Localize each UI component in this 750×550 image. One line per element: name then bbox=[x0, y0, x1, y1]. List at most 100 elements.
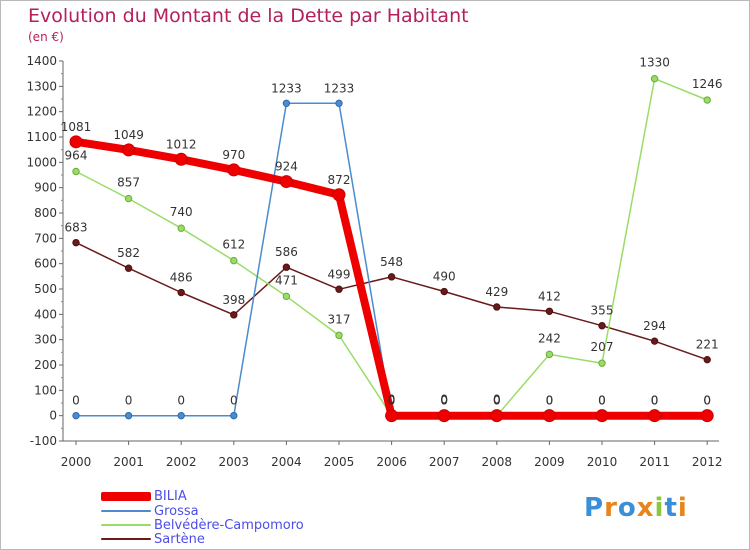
data-label-bilia: 1012 bbox=[166, 137, 197, 151]
data-label-grossa: 1233 bbox=[271, 81, 302, 95]
data-point-sartene bbox=[650, 337, 659, 345]
data-label-grossa: 0 bbox=[388, 394, 396, 408]
data-point-belvedere-campomoro bbox=[177, 224, 185, 232]
logo-letter: t bbox=[664, 493, 678, 523]
y-tick-label: 200 bbox=[34, 358, 57, 372]
x-tick-label: 2005 bbox=[324, 455, 355, 469]
data-label-grossa: 0 bbox=[546, 394, 554, 408]
data-label-belvedere-campomoro: 1330 bbox=[639, 56, 670, 70]
data-point-belvedere-campomoro bbox=[545, 350, 554, 359]
y-tick-label: 900 bbox=[34, 181, 57, 195]
y-tick-label: 700 bbox=[34, 231, 57, 245]
data-point-bilia bbox=[490, 409, 504, 423]
data-label-belvedere-campomoro: 0 bbox=[440, 393, 448, 407]
legend-item-bilia: BILIA bbox=[101, 489, 187, 504]
x-tick-label: 2007 bbox=[429, 455, 460, 469]
data-point-sartene bbox=[177, 288, 185, 297]
x-tick-label: 2009 bbox=[534, 455, 565, 469]
logo-letter: o bbox=[617, 493, 637, 523]
data-label-grossa: 0 bbox=[651, 394, 659, 408]
data-label-sartene: 294 bbox=[643, 319, 666, 333]
y-tick-label: 0 bbox=[49, 409, 57, 423]
data-label-sartene: 412 bbox=[538, 289, 561, 303]
data-label-grossa: 0 bbox=[177, 394, 185, 408]
data-label-belvedere-campomoro: 0 bbox=[388, 393, 396, 407]
data-label-sartene: 582 bbox=[117, 246, 140, 260]
y-tick-label: 800 bbox=[34, 206, 57, 220]
data-point-belvedere-campomoro bbox=[703, 96, 711, 104]
data-point-belvedere-campomoro bbox=[124, 194, 133, 203]
data-label-bilia: 0 bbox=[651, 394, 659, 408]
data-label-bilia: 1049 bbox=[113, 128, 144, 142]
data-point-sartene bbox=[230, 311, 238, 319]
legend-item-belvedere-campomoro: Belvédère-Campomoro bbox=[101, 517, 304, 533]
series-line-belvedere-campomoro bbox=[75, 77, 708, 417]
legend-swatch-bilia bbox=[101, 491, 151, 501]
data-point-grossa bbox=[177, 411, 185, 420]
x-tick-label: 2006 bbox=[376, 455, 407, 469]
legend-label-sartene: Sartène bbox=[154, 531, 205, 547]
data-label-bilia: 0 bbox=[546, 394, 554, 408]
data-point-bilia bbox=[122, 143, 136, 157]
data-label-sartene: 490 bbox=[433, 270, 456, 284]
data-point-belvedere-campomoro bbox=[282, 292, 291, 301]
data-label-bilia: 0 bbox=[493, 394, 501, 408]
data-label-sartene: 499 bbox=[328, 267, 351, 281]
y-tick-label: 1000 bbox=[26, 155, 57, 169]
x-tick-label: 2004 bbox=[271, 455, 302, 469]
logo-letter: P bbox=[584, 493, 605, 523]
chart-title: Evolution du Montant de la Dette par Hab… bbox=[28, 5, 469, 27]
x-tick-label: 2012 bbox=[692, 455, 723, 469]
data-point-sartene bbox=[335, 285, 343, 293]
data-point-grossa bbox=[72, 411, 80, 420]
data-label-belvedere-campomoro: 242 bbox=[538, 331, 561, 345]
x-tick-label: 2010 bbox=[587, 455, 618, 469]
data-label-bilia: 970 bbox=[222, 148, 245, 162]
chart-subtitle: (en €) bbox=[28, 30, 64, 44]
data-label-belvedere-campomoro: 317 bbox=[328, 312, 351, 326]
data-label-sartene: 683 bbox=[65, 221, 88, 235]
legend-label-belvedere-campomoro: Belvédère-Campomoro bbox=[154, 517, 304, 533]
data-point-grossa bbox=[282, 99, 291, 108]
x-tick-label: 2003 bbox=[219, 455, 250, 469]
y-tick-label: 1300 bbox=[26, 79, 57, 93]
data-point-sartene bbox=[493, 303, 501, 311]
proxiti-logo: Proxiti bbox=[584, 493, 688, 523]
data-point-belvedere-campomoro bbox=[598, 359, 606, 367]
legend-swatch-belvedere-campomoro bbox=[101, 524, 151, 526]
data-point-sartene bbox=[72, 238, 80, 247]
data-label-sartene: 586 bbox=[275, 245, 298, 259]
series-layer bbox=[69, 75, 714, 423]
data-label-sartene: 221 bbox=[696, 338, 719, 352]
data-labels-layer: 683 582 486 398 586 499 548 490 429 412 355 294 221 9… bbox=[61, 56, 723, 408]
data-label-sartene: 548 bbox=[380, 255, 403, 269]
logo-letter: x bbox=[636, 493, 655, 523]
y-tick-label: 1200 bbox=[26, 105, 57, 119]
data-label-bilia: 0 bbox=[598, 394, 606, 408]
logo-letter: r bbox=[604, 493, 618, 523]
x-tick-label: 2000 bbox=[61, 455, 92, 469]
data-label-grossa: 0 bbox=[703, 394, 711, 408]
data-label-bilia: 0 bbox=[440, 394, 448, 408]
data-point-bilia bbox=[174, 152, 188, 166]
data-point-belvedere-campomoro bbox=[335, 331, 343, 340]
y-tick-label: 400 bbox=[34, 307, 57, 321]
logo-letter: i bbox=[677, 493, 688, 523]
data-label-belvedere-campomoro: 207 bbox=[591, 340, 614, 354]
data-point-belvedere-campomoro bbox=[72, 167, 80, 176]
data-point-bilia bbox=[700, 409, 714, 423]
y-tick-label: 1100 bbox=[26, 130, 57, 144]
data-label-grossa: 0 bbox=[440, 394, 448, 408]
data-label-sartene: 398 bbox=[222, 293, 245, 307]
data-point-bilia bbox=[385, 409, 399, 423]
legend-label-grossa: Grossa bbox=[154, 503, 199, 519]
data-point-bilia bbox=[279, 175, 293, 189]
data-point-belvedere-campomoro bbox=[650, 75, 659, 83]
data-point-bilia bbox=[648, 409, 662, 423]
legend-swatch-sartene bbox=[101, 538, 151, 540]
axes: -100010020030040050060070080090010001100… bbox=[26, 54, 722, 469]
data-label-belvedere-campomoro: 0 bbox=[493, 393, 501, 407]
data-label-grossa: 0 bbox=[125, 394, 133, 408]
